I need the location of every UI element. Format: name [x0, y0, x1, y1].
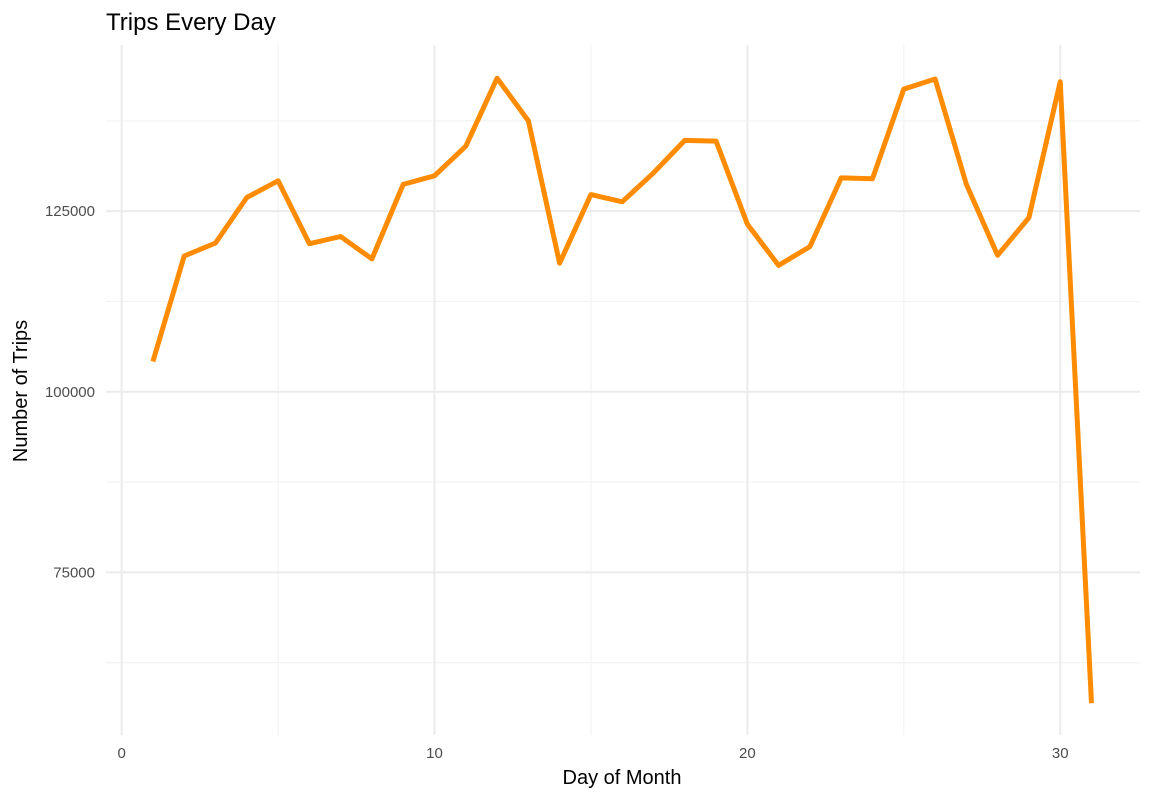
y-tick-label: 125000 [45, 203, 95, 220]
x-axis-ticks: 0 10 20 30 [117, 745, 1068, 762]
y-axis-ticks: 75000 100000 125000 [45, 203, 95, 581]
series-line [150, 75, 1094, 704]
y-tick-label: 75000 [53, 564, 95, 581]
series-lines [150, 75, 1094, 704]
grid-lines [106, 45, 1140, 735]
x-tick-label: 10 [426, 745, 443, 762]
x-axis-title: Day of Month [563, 767, 682, 789]
x-tick-label: 0 [117, 745, 125, 762]
y-axis-title: Number of Trips [10, 320, 32, 462]
chart-title: Trips Every Day [106, 9, 276, 36]
x-tick-label: 20 [739, 745, 756, 762]
x-tick-label: 30 [1052, 745, 1069, 762]
y-tick-label: 100000 [45, 384, 95, 401]
